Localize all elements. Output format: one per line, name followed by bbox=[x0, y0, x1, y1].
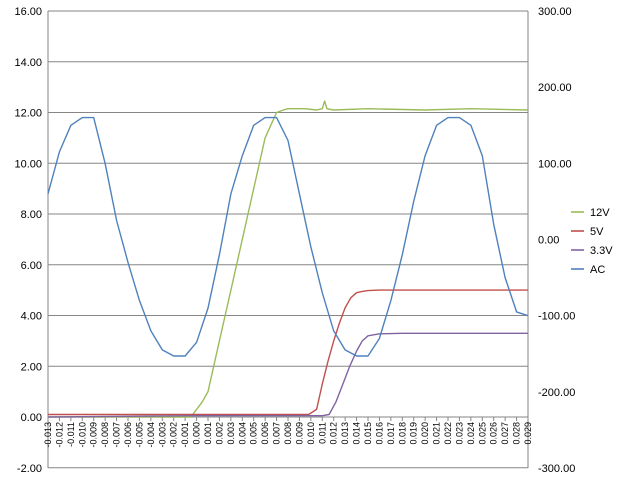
series-line-12v bbox=[48, 100, 529, 418]
x-axis-tick-label: 0.026 bbox=[489, 422, 499, 445]
right-axis-tick-label: 300.00 bbox=[538, 6, 572, 18]
x-axis-tick-label: 0.023 bbox=[454, 422, 464, 445]
x-axis-tick-label: 0.029 bbox=[523, 422, 533, 445]
x-axis-tick-label: -0.004 bbox=[146, 422, 156, 448]
x-axis-tick-label: 0.024 bbox=[466, 422, 476, 445]
x-axis-tick-label: 0.012 bbox=[329, 422, 339, 445]
x-axis-tick-label: 0.019 bbox=[409, 422, 419, 445]
x-axis-tick-label: 0.007 bbox=[272, 422, 282, 445]
axes bbox=[47, 11, 529, 468]
left-axis-tick-label: 14.00 bbox=[14, 57, 42, 69]
x-axis-tick-label: 0.013 bbox=[340, 422, 350, 445]
x-axis-tick-label: 0.018 bbox=[397, 422, 407, 445]
x-axis-tick-label: 0.000 bbox=[192, 422, 202, 445]
legend-label: 5V bbox=[590, 226, 604, 238]
x-axis-tick-label: 0.002 bbox=[214, 422, 224, 445]
legend-label: 12V bbox=[590, 207, 610, 219]
legend-label: AC bbox=[590, 264, 605, 276]
left-axis-tick-label: 10.00 bbox=[14, 158, 42, 170]
legend: 12V 5V 3.3V AC bbox=[571, 207, 613, 276]
x-axis-tick-label: -0.005 bbox=[134, 422, 144, 448]
x-axis-tick-label: -0.002 bbox=[169, 422, 179, 448]
x-axis-tick-label: -0.008 bbox=[100, 422, 110, 448]
x-axis-tick-label: 0.015 bbox=[363, 422, 373, 445]
x-axis-tick-label: 0.004 bbox=[237, 422, 247, 445]
left-axis-tick-label: 0.00 bbox=[21, 412, 42, 424]
x-axis-tick-label: -0.012 bbox=[54, 422, 64, 448]
x-axis-tick-labels: -0.013 -0.012 -0.011 -0.010 -0.009 -0.008 -0.0… bbox=[43, 422, 533, 448]
x-axis-tick-label: -0.003 bbox=[157, 422, 167, 448]
left-axis-tick-label: 12.00 bbox=[14, 108, 42, 120]
series-line-5v bbox=[48, 289, 528, 416]
x-axis-tick-label: 0.009 bbox=[294, 422, 304, 445]
x-axis-tick-label: -0.011 bbox=[66, 422, 76, 447]
left-axis-tick-label: 2.00 bbox=[21, 361, 42, 373]
x-axis-tick-label: -0.009 bbox=[89, 422, 99, 448]
x-axis-tick-label: 0.005 bbox=[249, 422, 259, 445]
x-axis-tick-label: 0.016 bbox=[374, 422, 384, 445]
left-axis-tick-label: 8.00 bbox=[21, 209, 42, 221]
x-axis-tick-label: 0.027 bbox=[500, 422, 510, 445]
x-axis-tick-label: 0.028 bbox=[512, 422, 522, 445]
left-axis-tick-label: 16.00 bbox=[14, 6, 42, 18]
right-axis-tick-label: 100.00 bbox=[538, 158, 572, 170]
x-axis-tick-label: -0.007 bbox=[112, 422, 122, 448]
series-lines bbox=[47, 100, 529, 418]
x-axis-tick-label: 0.017 bbox=[386, 422, 396, 445]
x-axis-tick-label: 0.025 bbox=[477, 422, 487, 445]
x-axis-tick-label: 0.008 bbox=[283, 422, 293, 445]
x-axis-tick-label: 0.020 bbox=[420, 422, 430, 445]
x-axis-tick-label: 0.006 bbox=[260, 422, 270, 445]
left-axis-tick-labels: -2.00 0.00 2.00 4.00 6.00 8.00 10.00 12.00 14.00… bbox=[14, 6, 42, 475]
x-axis-tick-label: 0.021 bbox=[432, 422, 442, 445]
right-axis-tick-labels: -300.00 -200.00 -100.00 0.00 100.00 200.00 300… bbox=[538, 6, 575, 475]
legend-label: 3.3V bbox=[590, 245, 613, 257]
right-axis-tick-label: 200.00 bbox=[538, 82, 572, 94]
x-axis-tick-label: 0.010 bbox=[306, 422, 316, 445]
right-axis-tick-label: -100.00 bbox=[538, 311, 575, 323]
left-axis-tick-label: 4.00 bbox=[21, 311, 42, 323]
x-axis-tick-label: 0.001 bbox=[203, 422, 213, 445]
x-axis-tick-label: -0.006 bbox=[123, 422, 133, 448]
x-axis-tick-label: 0.022 bbox=[443, 422, 453, 445]
left-axis-tick-label: 6.00 bbox=[21, 260, 42, 272]
right-axis-tick-label: -300.00 bbox=[538, 463, 575, 475]
right-axis-tick-label: -200.00 bbox=[538, 387, 575, 399]
x-axis-tick-label: 0.003 bbox=[226, 422, 236, 445]
right-axis-tick-label: 0.00 bbox=[538, 235, 559, 247]
x-axis-tick-label: -0.001 bbox=[180, 422, 190, 448]
x-axis-tick-label: 0.014 bbox=[352, 422, 362, 445]
series-line-3-3v bbox=[47, 332, 528, 418]
series-line-ac bbox=[47, 116, 529, 357]
x-axis-tick-label: -0.013 bbox=[43, 422, 53, 448]
x-axis-tick-label: -0.010 bbox=[77, 422, 87, 448]
left-axis-tick-label: -2.00 bbox=[17, 463, 42, 475]
x-axis-tick-label: 0.011 bbox=[317, 422, 327, 444]
